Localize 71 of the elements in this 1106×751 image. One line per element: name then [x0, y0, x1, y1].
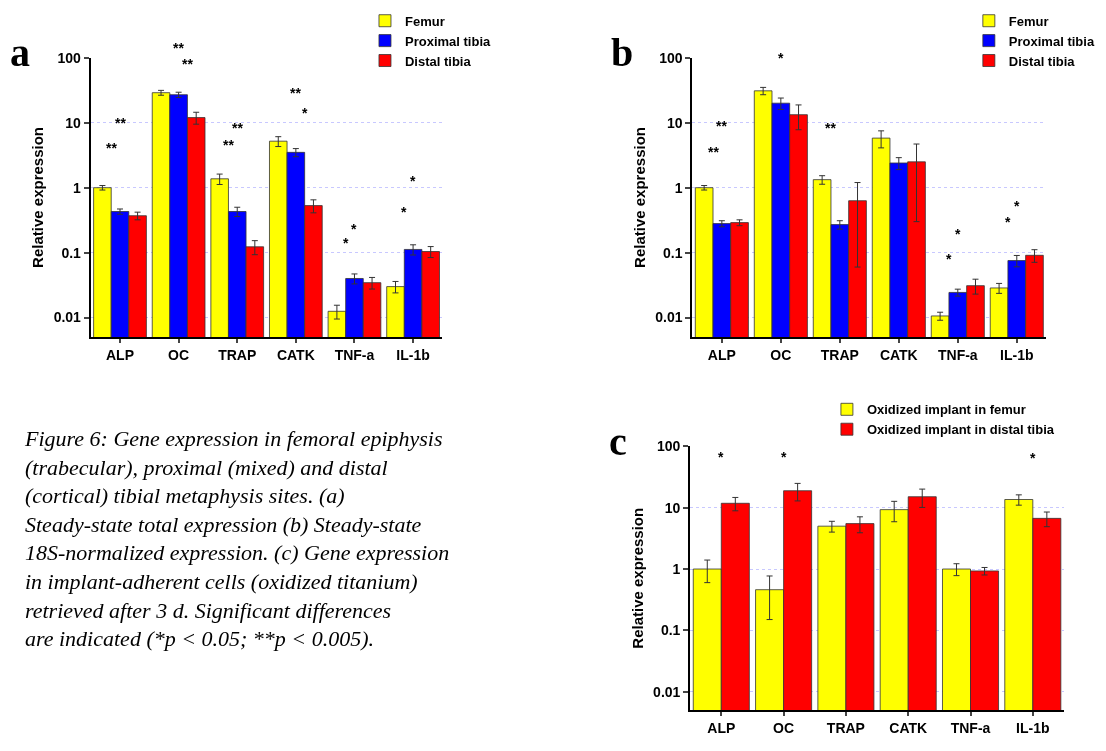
annotation: **: [290, 85, 302, 101]
x-tick-label: TNF-a: [950, 719, 991, 736]
legend-label: Distal tibia: [1008, 53, 1076, 69]
y-tick-label: 0.01: [53, 309, 82, 326]
annotation: *: [778, 50, 784, 66]
x-tick-label: ALP: [707, 346, 736, 363]
annotation: *: [781, 449, 787, 465]
x-tick-label: TNF-a: [937, 346, 978, 363]
x-tick-label: OC: [773, 719, 795, 736]
annotation: **: [115, 115, 127, 131]
x-tick-label: CATK: [276, 346, 315, 363]
text: **: [173, 40, 185, 56]
y-tick-label: 1: [672, 560, 681, 577]
x-tick-label: TNF-a: [334, 346, 375, 363]
y-tick-label: 100: [57, 49, 82, 66]
x-tick-label: TRAP: [218, 346, 257, 363]
annotation: **: [232, 120, 244, 136]
annotation: *: [1005, 214, 1011, 230]
chart-title: c: [609, 419, 627, 464]
annotation: *: [1014, 198, 1020, 214]
chart-title: b: [611, 30, 634, 75]
x-tick-label: IL-1b: [396, 346, 430, 363]
y-tick-label: 10: [666, 114, 683, 131]
annotation: *: [718, 449, 724, 465]
y-tick-label: 0.01: [653, 683, 681, 700]
x-tick-label: TRAP: [820, 346, 859, 363]
legend-label: Oxidized implant in distal tibia: [866, 422, 1055, 438]
legend-label: Oxidized implant in femur: [866, 402, 1026, 418]
y-tick-label: 0.1: [663, 244, 683, 261]
y-tick-label: 100: [659, 49, 683, 66]
x-tick-label: ALP: [707, 719, 736, 736]
annotation: *: [410, 173, 416, 189]
annotation: **: [708, 144, 720, 160]
x-tick-label: IL-1b: [1000, 346, 1034, 363]
annotation: **: [716, 118, 728, 134]
x-tick-label: CATK: [889, 719, 928, 736]
y-tick-label: 100: [656, 438, 681, 455]
legend-label: Proximal tibia: [1008, 33, 1095, 49]
y-axis-title: Relative expression: [628, 507, 646, 649]
legend-label: Femur: [404, 13, 445, 29]
x-tick-label: OC: [168, 346, 190, 363]
annotation: *: [946, 251, 952, 267]
y-axis-title: Relative expression: [631, 127, 649, 268]
y-tick-label: 1: [73, 179, 82, 196]
x-tick-label: IL-1b: [1016, 719, 1050, 736]
annotation: *: [955, 226, 961, 242]
legend-label: Proximal tibia: [404, 33, 491, 49]
annotation: **: [106, 140, 118, 156]
y-tick-label: 1: [674, 179, 683, 196]
y-tick-label: 10: [65, 114, 82, 131]
y-axis-title: Relative expression: [29, 127, 47, 268]
annotation: *: [351, 221, 357, 237]
y-tick-label: 0.1: [61, 244, 82, 261]
annotation: *: [1030, 450, 1036, 466]
y-tick-label: 10: [664, 499, 681, 516]
y-tick-label: 0.1: [660, 622, 681, 639]
x-tick-label: CATK: [879, 346, 918, 363]
annotation: *: [401, 204, 407, 220]
x-tick-label: TRAP: [826, 719, 865, 736]
annotation: *: [343, 235, 349, 251]
legend-label: Distal tibia: [404, 53, 472, 69]
annotation: **: [825, 120, 837, 136]
y-tick-label: 0.01: [655, 309, 683, 326]
x-tick-label: ALP: [106, 346, 134, 363]
x-tick-label: OC: [770, 346, 792, 363]
caption: Figure 6: Gene expression in femoral epiphysis (trabecular), proximal (mixed) and distal (cortical) tibial metaphysis sites. (a) Steady-state total expression (b) Steady-state 18S-normalized expression. (c) Gene expression in implant-adherent cells (oxidized titanium) retrieved after 3 d. Significant differences are indicated (*p < 0.05; **p < 0.005).: [24, 426, 450, 652]
annotation: *: [302, 105, 308, 121]
legend-label: Femur: [1008, 13, 1049, 29]
annotation: **: [182, 56, 194, 72]
chart-title: a: [10, 30, 30, 75]
annotation: **: [223, 137, 235, 153]
